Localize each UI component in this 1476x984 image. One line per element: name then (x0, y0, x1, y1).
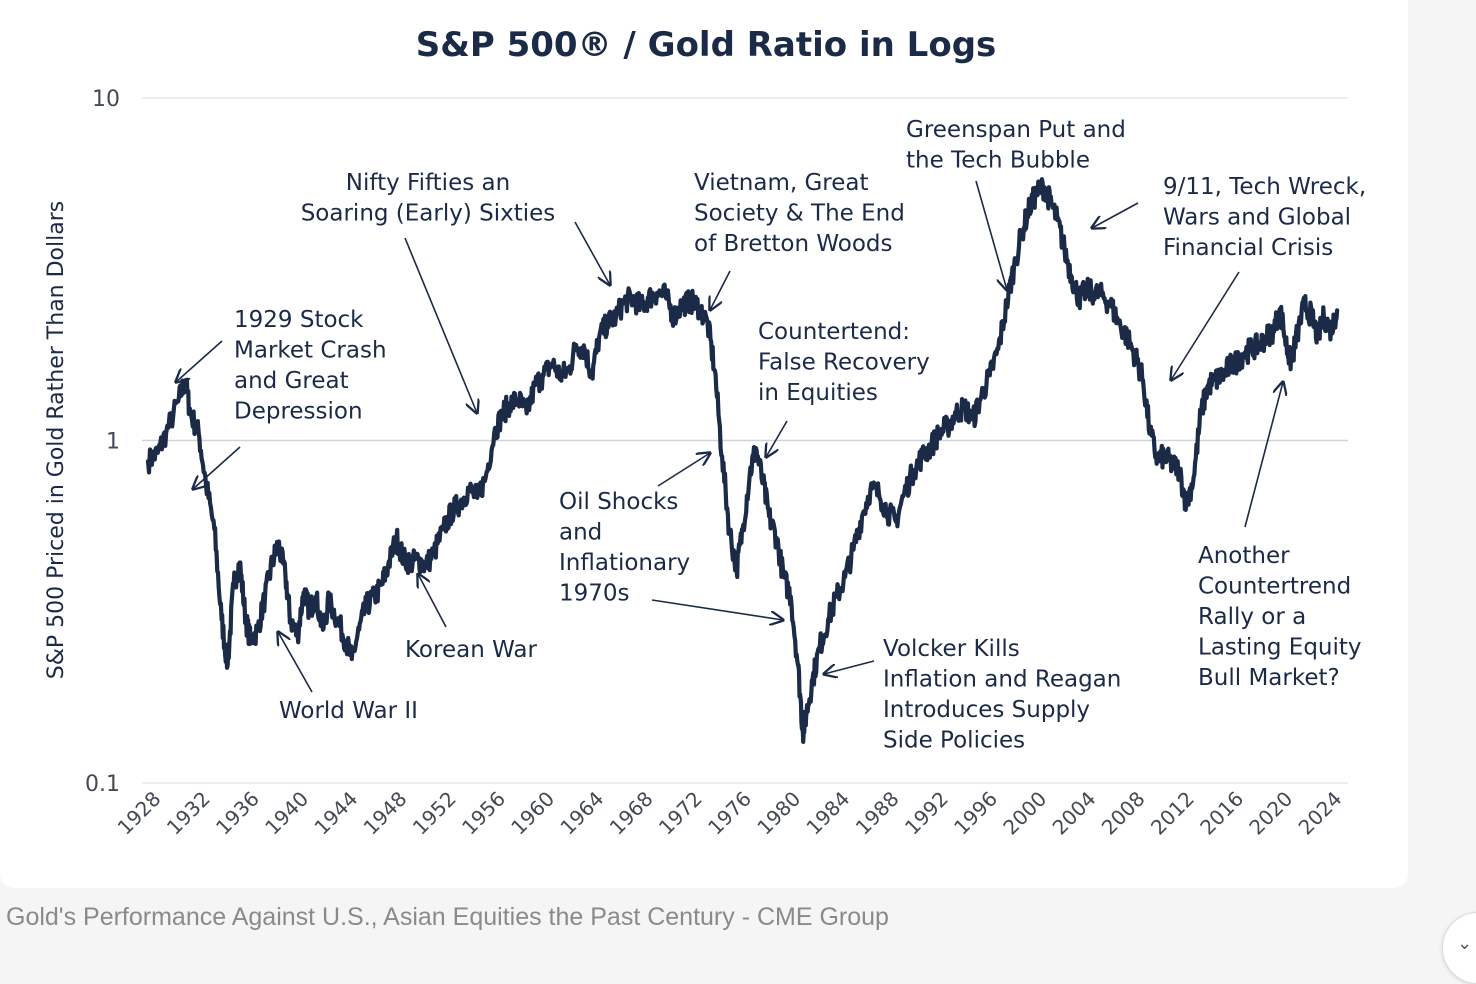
annotation-text: Korean War (405, 637, 537, 663)
annotation-greenspan: Greenspan Put and the Tech Bubble (906, 117, 1126, 290)
annotation-counter: Countertend: False Recovery in Equities (758, 319, 930, 457)
annotation-oil: Oil Shocks and Inflationary 1970s (559, 453, 783, 620)
y-tick-label: 0.1 (85, 772, 120, 797)
y-tick-label: 10 (92, 87, 120, 112)
annotation-text: Vietnam, Great Society & The End of Bretto… (694, 170, 905, 257)
annotation-text: Countertend: False Recovery in Equities (758, 319, 930, 406)
x-tick-label: 2012 (1146, 787, 1199, 840)
x-tick-label: 1940 (260, 787, 313, 840)
annotation-text: Volcker Kills Inflation and Reagan Introdu… (883, 636, 1121, 754)
gridlines (142, 97, 1348, 784)
annotation-arrow (193, 446, 241, 489)
annotation-arrow (657, 453, 710, 487)
x-tick-label: 1936 (211, 787, 264, 840)
chart-card: S&P 500® / Gold Ratio in Logs S&P 500 Pr… (44, 25, 1367, 840)
x-tick-label: 2020 (1244, 787, 1297, 840)
annotation-arrow (418, 574, 447, 628)
x-tick-label: 2004 (1048, 787, 1101, 840)
x-tick-label: 1928 (113, 787, 166, 840)
series-line (145, 177, 1340, 744)
annotation-text: Greenspan Put and the Tech Bubble (906, 117, 1126, 174)
annotation-text: Oil Shocks and Inflationary 1970s (559, 489, 690, 607)
annotation-arrow (574, 221, 610, 285)
x-tick-label: 1980 (752, 787, 805, 840)
x-tick-label: 1976 (703, 787, 756, 840)
annotation-arrow (404, 237, 477, 413)
annotation-arrow (176, 340, 223, 382)
x-tick-label: 1984 (801, 787, 854, 840)
annotation-korea: Korean War (405, 574, 537, 663)
chart-title: S&P 500® / Gold Ratio in Logs (416, 25, 997, 65)
x-tick-label: 2008 (1097, 787, 1150, 840)
annotation-arrow (824, 660, 875, 674)
annotation-crash: 1929 Stock Market Crash and Great Depressio… (176, 307, 387, 489)
caption[interactable]: Gold's Performance Against U.S., Asian E… (6, 903, 889, 931)
x-tick-label: 2016 (1195, 787, 1248, 840)
series-group (145, 177, 1340, 744)
x-tick-label: 1952 (408, 787, 461, 840)
x-tick-label: 1996 (949, 787, 1002, 840)
annotation-text: 9/11, Tech Wreck, Wars and Global Financia… (1163, 174, 1366, 261)
annotation-arrow (710, 270, 731, 310)
scroll-button[interactable]: ⌄ (1442, 912, 1476, 984)
x-tick-label: 1956 (457, 787, 510, 840)
annotation-ww2: World War II (278, 632, 418, 724)
annotation-text: Nifty Fifties an Soaring (Early) Sixties (301, 170, 556, 227)
y-tick-label: 1 (106, 430, 120, 455)
x-tick-label: 1972 (654, 787, 707, 840)
annotation-arrow (766, 420, 788, 457)
x-tick-label: 1948 (359, 787, 412, 840)
annotation-vietnam: Vietnam, Great Society & The End of Bretto… (694, 170, 905, 310)
x-tick-label: 1944 (309, 787, 362, 840)
annotation-text: World War II (279, 698, 418, 724)
annotation-another: Another Countertrend Rally or a Lasting Equ… (1198, 382, 1362, 691)
x-tick-label: 2000 (998, 787, 1051, 840)
x-tick-label: 1988 (851, 787, 904, 840)
y-axis-ticks: 0.1 1 10 (85, 87, 120, 797)
annotation-arrow (1244, 382, 1283, 528)
annotation-arrow (1171, 271, 1240, 380)
annotation-text: 1929 Stock Market Crash and Great Depressio… (234, 307, 387, 425)
x-tick-label: 1964 (555, 787, 608, 840)
annotations: 1929 Stock Market Crash and Great Depressio… (176, 117, 1366, 754)
annotation-nineeleven: 9/11, Tech Wreck, Wars and Global Financia… (1092, 174, 1366, 380)
annotation-arrow (278, 632, 313, 693)
annotation-arrow (651, 599, 783, 620)
x-tick-label: 2024 (1294, 787, 1347, 840)
chevron-down-icon: ⌄ (1457, 933, 1473, 954)
annotation-arrow (1092, 202, 1139, 228)
annotation-volcker: Volcker Kills Inflation and Reagan Introdu… (824, 636, 1121, 754)
chart-svg: S&P 500® / Gold Ratio in Logs S&P 500 Pr… (44, 25, 1366, 840)
annotation-arrow (975, 180, 1007, 290)
annotation-nifty: Nifty Fifties an Soaring (Early) Sixties (301, 170, 610, 413)
x-tick-label: 1968 (605, 787, 658, 840)
x-axis-ticks: 1928193219361940194419481952195619601964… (113, 787, 1347, 840)
y-axis-label: S&P 500 Priced in Gold Rather Than Dolla… (44, 201, 69, 679)
x-tick-label: 1992 (900, 787, 953, 840)
x-tick-label: 1960 (506, 787, 559, 840)
annotation-text: Another Countertrend Rally or a Lasting Equ… (1198, 543, 1362, 691)
x-tick-label: 1932 (162, 787, 215, 840)
